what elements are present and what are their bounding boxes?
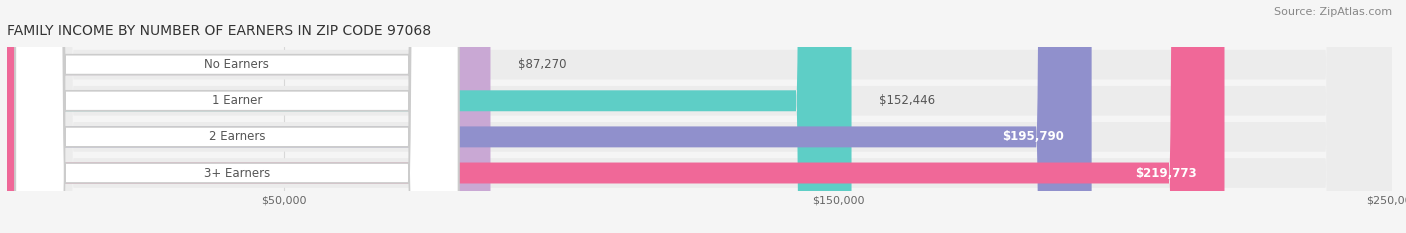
Text: 2 Earners: 2 Earners: [208, 130, 266, 143]
FancyBboxPatch shape: [15, 0, 458, 233]
FancyBboxPatch shape: [7, 0, 852, 233]
FancyBboxPatch shape: [7, 0, 491, 233]
Text: Source: ZipAtlas.com: Source: ZipAtlas.com: [1274, 7, 1392, 17]
FancyBboxPatch shape: [7, 0, 1392, 233]
FancyBboxPatch shape: [7, 0, 1225, 233]
Text: $219,773: $219,773: [1135, 167, 1197, 179]
Text: $195,790: $195,790: [1002, 130, 1064, 143]
Text: 3+ Earners: 3+ Earners: [204, 167, 270, 179]
Text: 1 Earner: 1 Earner: [212, 94, 262, 107]
FancyBboxPatch shape: [7, 0, 1392, 233]
Text: $152,446: $152,446: [879, 94, 935, 107]
Text: $87,270: $87,270: [519, 58, 567, 71]
FancyBboxPatch shape: [7, 0, 1392, 233]
FancyBboxPatch shape: [15, 0, 458, 233]
Text: FAMILY INCOME BY NUMBER OF EARNERS IN ZIP CODE 97068: FAMILY INCOME BY NUMBER OF EARNERS IN ZI…: [7, 24, 432, 38]
FancyBboxPatch shape: [15, 0, 458, 233]
FancyBboxPatch shape: [7, 0, 1392, 233]
FancyBboxPatch shape: [7, 0, 1091, 233]
FancyBboxPatch shape: [15, 0, 458, 233]
Text: No Earners: No Earners: [204, 58, 270, 71]
